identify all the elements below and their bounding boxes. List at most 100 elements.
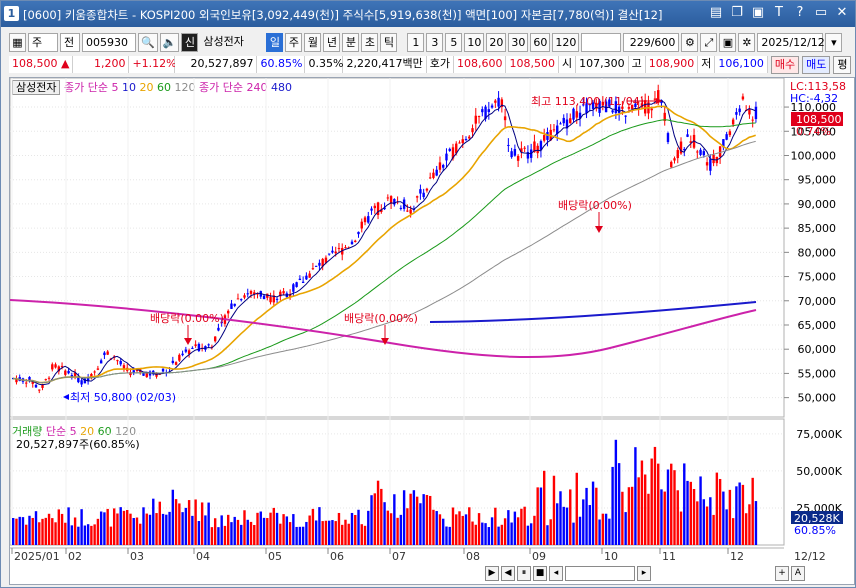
volume-bar xyxy=(735,486,738,545)
grid-icon[interactable]: ▦ xyxy=(9,32,26,52)
search-icon[interactable]: 🔍 xyxy=(138,32,158,52)
candle-down xyxy=(80,380,83,385)
volume-bar xyxy=(191,515,194,545)
candle-down xyxy=(735,112,738,115)
candle-up xyxy=(360,221,363,229)
font-icon[interactable]: A xyxy=(791,566,805,581)
period-year[interactable]: 년 xyxy=(323,32,341,52)
candle-down xyxy=(578,112,582,119)
play-icon[interactable]: ▶ xyxy=(485,566,499,581)
period-minute[interactable]: 분 xyxy=(342,32,360,52)
minute-3[interactable]: 3 xyxy=(426,32,444,52)
sound-icon[interactable]: 🔈 xyxy=(159,32,180,52)
volume-bar xyxy=(77,526,80,545)
volume-bar xyxy=(139,523,142,545)
candle-down xyxy=(275,298,279,300)
candle-down xyxy=(220,321,223,324)
buy-button[interactable]: 매수 xyxy=(770,55,800,74)
volume-bar xyxy=(67,507,70,545)
volume-bar xyxy=(428,495,432,545)
month-label: 04 xyxy=(196,550,210,563)
volume-ratio: 60.85% xyxy=(257,56,306,73)
ma-line-240 xyxy=(10,299,757,359)
volume-bar xyxy=(663,491,666,545)
volume-bar xyxy=(474,524,477,545)
volume-bar xyxy=(513,511,517,545)
candle-up xyxy=(64,370,67,375)
stock-code-input[interactable]: 005930 xyxy=(82,32,136,52)
volume-bar xyxy=(722,491,725,545)
volume-bar xyxy=(73,517,77,545)
scope-select[interactable]: 전 xyxy=(60,32,80,52)
minute-1[interactable]: 1 xyxy=(407,32,425,52)
volume-bar xyxy=(21,517,25,545)
price-tick-label: 65,000 xyxy=(798,319,837,332)
minute-120[interactable]: 120 xyxy=(552,32,580,52)
period-tick[interactable]: 틱 xyxy=(380,32,398,52)
candle-up xyxy=(145,373,148,378)
gear-icon[interactable]: ✲ xyxy=(738,32,756,52)
help-icon[interactable]: ? xyxy=(796,5,804,20)
volume-bar xyxy=(142,507,145,545)
volume-bar xyxy=(556,503,559,545)
restore-icon[interactable]: ❐ xyxy=(731,5,743,20)
calendar-icon[interactable]: ▾ xyxy=(825,32,843,52)
candle-up xyxy=(256,293,259,295)
volume-bar xyxy=(350,512,354,545)
scroll-left-icon[interactable]: ◂ xyxy=(549,566,563,581)
volume-bar xyxy=(321,521,324,545)
candle-down xyxy=(556,125,559,134)
volume-bar xyxy=(298,526,302,545)
minute-30[interactable]: 30 xyxy=(508,32,529,52)
candle-down xyxy=(67,370,70,374)
period-week[interactable]: 주 xyxy=(285,32,303,52)
candle-down xyxy=(240,299,243,301)
text-icon[interactable]: T xyxy=(775,5,783,20)
market-type-select[interactable]: 주 xyxy=(28,32,58,52)
period-month[interactable]: 월 xyxy=(304,32,322,52)
chart-settings-icon[interactable]: ⚙ xyxy=(681,32,699,52)
candle-up xyxy=(455,143,458,154)
minute-60[interactable]: 60 xyxy=(530,32,551,52)
candle-up xyxy=(575,111,578,118)
scroll-track[interactable] xyxy=(565,566,635,581)
resize-icon[interactable]: ⤢ xyxy=(700,32,718,52)
stop-icon[interactable]: ■ xyxy=(533,566,547,581)
zoom-in-icon[interactable]: + xyxy=(775,566,789,581)
candle-down xyxy=(86,377,90,382)
period-second[interactable]: 초 xyxy=(361,32,379,52)
window-icon[interactable]: ▣ xyxy=(751,5,765,20)
volume-bar xyxy=(604,513,608,545)
layout-icon[interactable]: ▤ xyxy=(709,5,723,20)
minute-custom-input[interactable] xyxy=(581,32,622,52)
eval-button[interactable]: 평 xyxy=(833,55,852,74)
month-label: 10 xyxy=(604,550,618,563)
scroll-right-icon[interactable]: ▸ xyxy=(637,566,651,581)
candle-down xyxy=(484,106,487,119)
volume-bar xyxy=(240,524,243,545)
stock-chart[interactable]: 삼성전자 종가 단순 5 10 20 60 120 종가 단순 240 480 … xyxy=(9,77,855,585)
pause-icon[interactable]: ⏸ xyxy=(517,566,531,581)
volume-bar xyxy=(25,524,28,545)
candle-down xyxy=(246,293,249,295)
candle-up xyxy=(503,116,507,121)
rewind-icon[interactable]: ◀ xyxy=(501,566,515,581)
date-input[interactable]: 2025/12/12 xyxy=(757,32,825,52)
minute-10[interactable]: 10 xyxy=(464,32,485,52)
period-day[interactable]: 일 xyxy=(266,32,284,52)
volume-bar xyxy=(728,489,732,545)
volume-bar xyxy=(174,499,178,545)
minute-20[interactable]: 20 xyxy=(486,32,507,52)
minimize-icon[interactable]: ▭ xyxy=(814,5,828,20)
volume-bar xyxy=(243,510,246,545)
data-count-input[interactable]: 229/600 xyxy=(623,32,680,52)
month-label: 09 xyxy=(532,550,546,563)
candle-up xyxy=(96,368,100,370)
close-icon[interactable]: ✕ xyxy=(836,5,848,20)
minute-5[interactable]: 5 xyxy=(445,32,463,52)
save-icon[interactable]: ▣ xyxy=(719,32,737,52)
sell-button[interactable]: 매도 xyxy=(802,55,831,74)
candle-down xyxy=(419,189,422,194)
volume-bar xyxy=(230,522,233,545)
volume-bar xyxy=(213,518,217,545)
